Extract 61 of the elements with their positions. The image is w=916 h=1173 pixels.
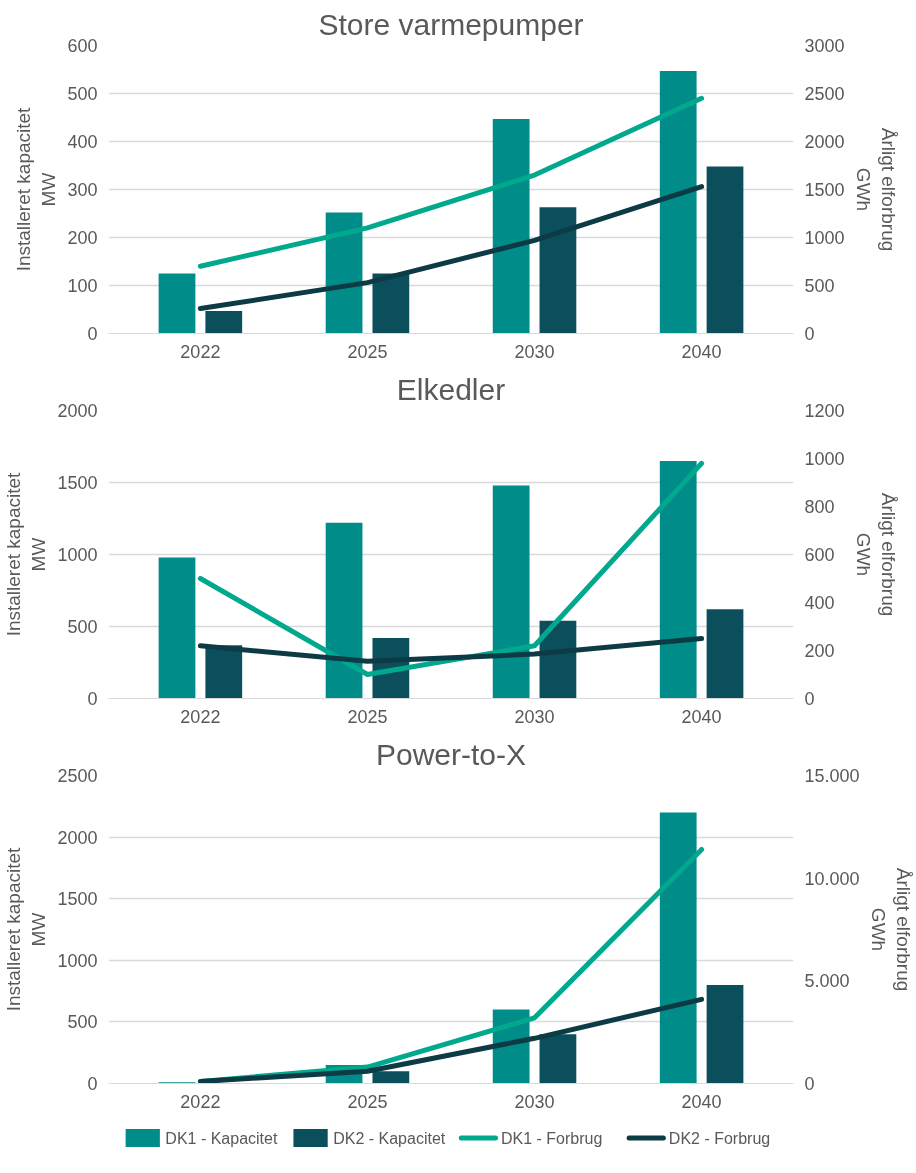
y2-tick-label: 15.000 <box>804 766 860 786</box>
y2-tick-label: 3000 <box>804 36 845 56</box>
y-tick-label: 1500 <box>57 473 98 493</box>
y-tick-label: 500 <box>67 617 98 637</box>
y-tick-label: 500 <box>67 84 98 104</box>
x-tick-label: 2025 <box>347 341 388 362</box>
y-tick-label: 2000 <box>57 827 98 848</box>
x-tick-label: 2022 <box>180 341 221 362</box>
y2-tick-label: 2000 <box>804 132 845 152</box>
y2-tick-label: 1000 <box>804 449 845 469</box>
y2-tick-label: 200 <box>804 641 835 661</box>
chart-title: Elkedler <box>396 372 506 406</box>
x-tick-label: 2025 <box>347 1091 388 1112</box>
y2-tick-label: 400 <box>804 593 835 613</box>
y-tick-label: 0 <box>87 689 98 709</box>
y2-tick-label: 800 <box>804 497 835 517</box>
x-tick-label: 2022 <box>180 1091 221 1112</box>
y-tick-label: 500 <box>67 1012 98 1033</box>
y-tick-label: 1500 <box>57 889 98 910</box>
chart-title: Store varmepumper <box>318 7 584 41</box>
legend-label: DK1 - Kapacitet <box>165 1129 278 1147</box>
y2-axis-title: Årligt elforbrug GWh <box>852 492 899 617</box>
chart-title: Power-to-X <box>375 737 527 771</box>
y2-tick-label: 1200 <box>804 401 845 421</box>
y-tick-label: 600 <box>67 36 98 56</box>
legend-label: DK1 - Forbrug <box>501 1129 603 1147</box>
y2-tick-label: 10.000 <box>804 868 860 889</box>
x-tick-label: 2025 <box>347 706 388 727</box>
y-tick-label: 300 <box>67 180 98 200</box>
y-tick-label: 1000 <box>57 950 98 971</box>
y-axis-title: Installeret kapacitet MW <box>3 846 50 1012</box>
y-axis-title: Installeret kapacitet MW <box>13 106 60 272</box>
legend-label: DK2 - Forbrug <box>668 1129 771 1147</box>
y-tick-label: 200 <box>67 228 98 248</box>
y2-tick-label: 0 <box>804 1074 815 1094</box>
y2-tick-label: 1500 <box>804 180 845 200</box>
x-tick-label: 2030 <box>514 341 555 362</box>
y2-tick-label: 0 <box>804 324 815 344</box>
y-tick-label: 2000 <box>57 401 98 421</box>
y2-tick-label: 2500 <box>804 84 845 104</box>
x-tick-label: 2022 <box>180 706 221 727</box>
y-tick-label: 0 <box>87 324 98 344</box>
y-tick-label: 400 <box>67 132 98 152</box>
x-tick-label: 2030 <box>514 1091 555 1112</box>
x-tick-label: 2030 <box>514 706 555 727</box>
y2-tick-label: 5.000 <box>804 971 850 992</box>
x-tick-label: 2040 <box>681 341 722 362</box>
y2-axis-title: Årligt elforbrug GWh <box>852 127 899 252</box>
y2-tick-label: 600 <box>804 545 835 565</box>
y-tick-label: 1000 <box>57 545 98 565</box>
y2-tick-label: 0 <box>804 689 815 709</box>
y2-tick-label: 1000 <box>804 228 845 248</box>
legend-label: DK2 - Kapacitet <box>333 1129 446 1147</box>
y-tick-label: 100 <box>67 276 98 296</box>
x-tick-label: 2040 <box>681 1091 722 1112</box>
x-tick-label: 2040 <box>681 706 722 727</box>
y-tick-label: 2500 <box>57 766 98 786</box>
y2-axis-title: Årligt elforbrug GWh <box>867 867 914 992</box>
y2-tick-label: 500 <box>804 276 835 296</box>
y-tick-label: 0 <box>87 1074 98 1094</box>
y-axis-title: Installeret kapacitet MW <box>3 471 50 637</box>
